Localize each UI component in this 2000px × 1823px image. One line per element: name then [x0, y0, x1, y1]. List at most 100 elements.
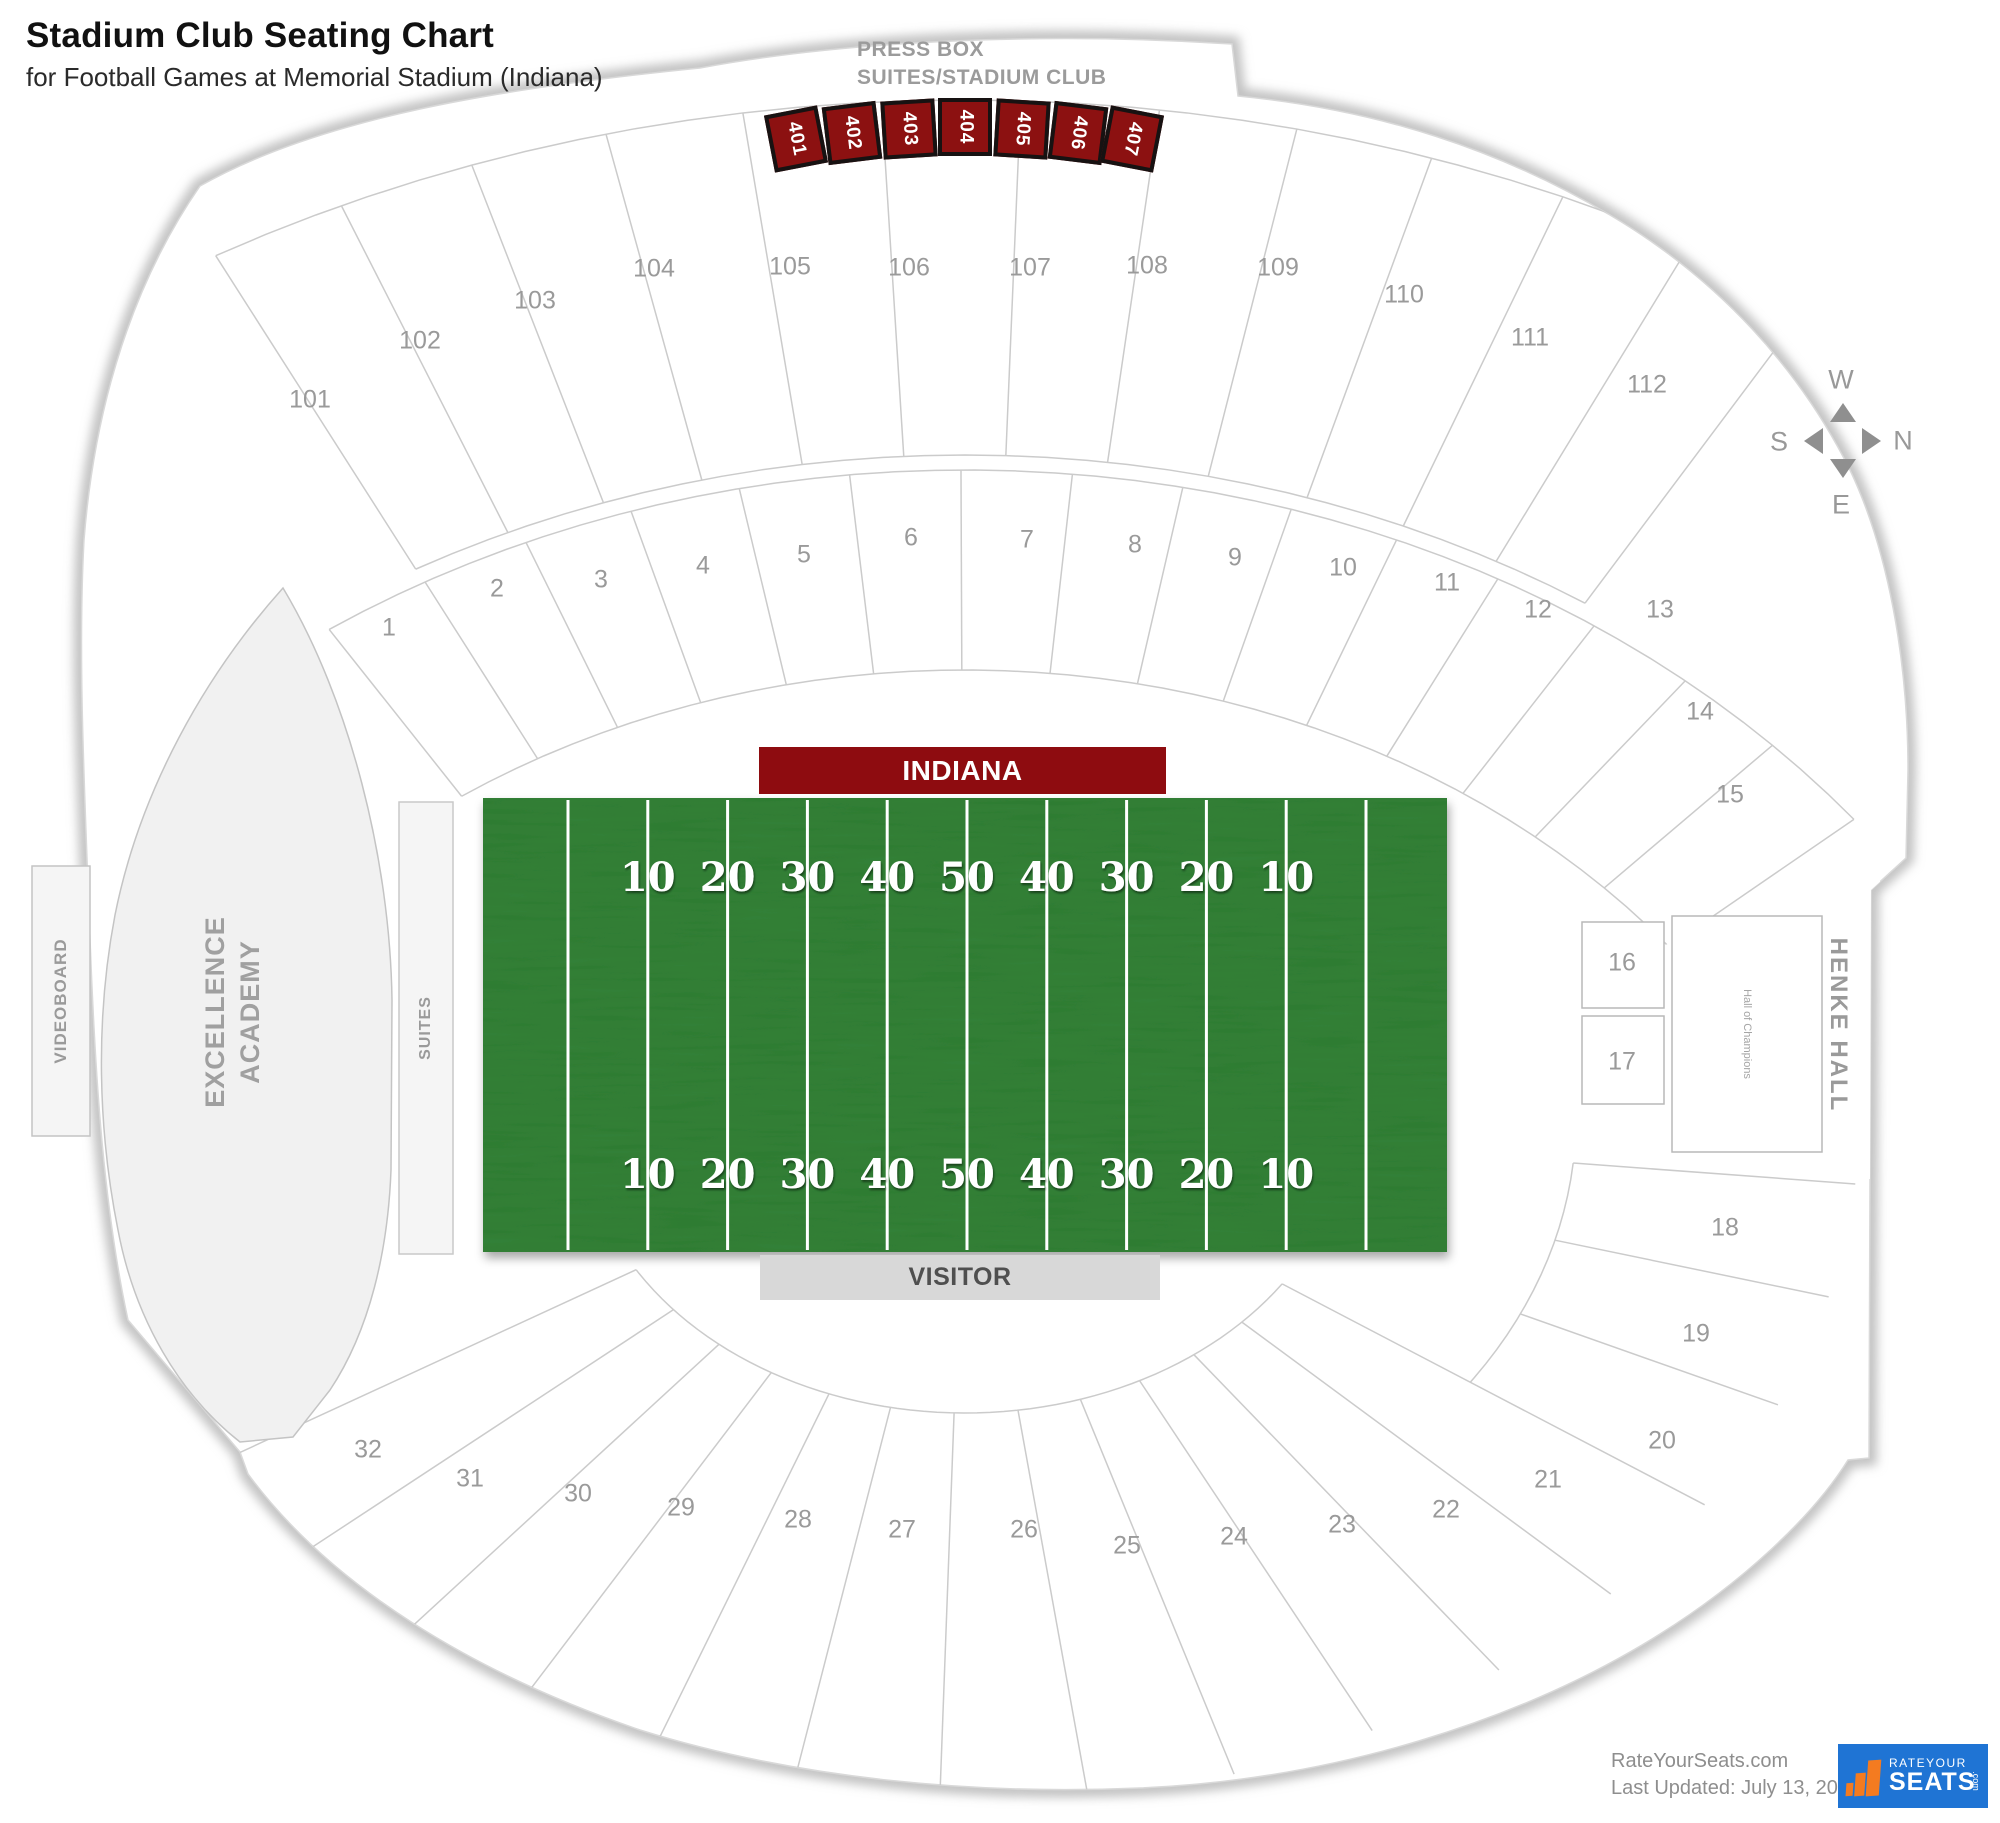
section-label-19[interactable]: 19 — [1682, 1319, 1710, 1348]
suite-404[interactable]: 404 — [938, 98, 992, 156]
section-label-20[interactable]: 20 — [1648, 1426, 1676, 1455]
henke-hall-label: HENKE HALL — [1825, 937, 1852, 1113]
yard-number: 40 — [859, 854, 915, 901]
section-label-31[interactable]: 31 — [456, 1464, 484, 1493]
page-subtitle: for Football Games at Memorial Stadium (… — [26, 62, 603, 92]
visitor-banner: VISITOR — [760, 1255, 1160, 1300]
section-label-106[interactable]: 106 — [888, 253, 930, 282]
section-label-11[interactable]: 11 — [1434, 568, 1460, 597]
section-label-7[interactable]: 7 — [1020, 525, 1034, 554]
section-label-17[interactable]: 17 — [1608, 1047, 1636, 1076]
page-title: Stadium Club Seating Chart — [26, 16, 495, 55]
suite-402-label: 402 — [839, 114, 866, 152]
section-label-29[interactable]: 29 — [667, 1493, 695, 1522]
section-label-102[interactable]: 102 — [399, 326, 441, 355]
section-label-5[interactable]: 5 — [797, 540, 811, 569]
videoboard-label: VIDEOBOARD — [51, 938, 70, 1064]
section-label-24[interactable]: 24 — [1220, 1522, 1248, 1551]
footer-updated: Last Updated: July 13, 2022 — [1611, 1777, 1861, 1799]
section-label-6[interactable]: 6 — [904, 523, 918, 552]
yard-numbers: 10 20 30 40 50 40 30 20 10 10 20 30 40 5… — [620, 854, 1314, 1198]
section-label-30[interactable]: 30 — [564, 1479, 592, 1508]
press-box-line2: SUITES/STADIUM CLUB — [857, 66, 1107, 89]
yard-number: 30 — [780, 854, 836, 901]
compass-west: W — [1828, 364, 1854, 395]
section-label-22[interactable]: 22 — [1432, 1495, 1460, 1524]
suite-403[interactable]: 403 — [880, 98, 938, 160]
section-label-111[interactable]: 111 — [1510, 323, 1550, 352]
home-team-banner: INDIANA — [759, 747, 1166, 794]
suite-401[interactable]: 401 — [763, 105, 829, 173]
press-box-label: PRESS BOX SUITES/STADIUM CLUB — [857, 36, 1106, 92]
yard-number: 30 — [1099, 1151, 1155, 1198]
section-label-8[interactable]: 8 — [1128, 530, 1142, 559]
section-label-25[interactable]: 25 — [1113, 1531, 1141, 1560]
logo-text-com: .com — [1971, 1771, 1982, 1791]
compass-north: N — [1893, 425, 1913, 456]
section-box-16[interactable] — [1581, 921, 1665, 1009]
yard-number: 40 — [859, 1151, 915, 1198]
section-label-28[interactable]: 28 — [784, 1505, 812, 1534]
suite-402[interactable]: 402 — [821, 100, 883, 166]
section-label-4[interactable]: 4 — [696, 551, 710, 580]
section-label-110[interactable]: 110 — [1384, 280, 1424, 309]
section-box-17[interactable] — [1581, 1015, 1665, 1105]
suites-strip[interactable] — [398, 801, 454, 1255]
section-label-15[interactable]: 15 — [1716, 780, 1744, 809]
logo-text: RATEYOUR SEATS — [1889, 1755, 1976, 1795]
yard-number: 10 — [620, 854, 676, 901]
excellence-academy-area[interactable] — [100, 586, 393, 1443]
yard-number: 20 — [700, 1151, 756, 1198]
section-label-103[interactable]: 103 — [514, 286, 556, 315]
suite-404-label: 404 — [954, 109, 976, 145]
section-label-108[interactable]: 108 — [1126, 251, 1168, 280]
videoboard-box — [31, 865, 91, 1137]
suite-406[interactable]: 406 — [1047, 100, 1109, 166]
section-label-21[interactable]: 21 — [1534, 1465, 1562, 1494]
section-label-2[interactable]: 2 — [490, 574, 504, 603]
section-label-104[interactable]: 104 — [633, 254, 675, 283]
section-label-109[interactable]: 109 — [1257, 253, 1299, 282]
section-dividers — [197, 99, 1856, 1790]
section-label-27[interactable]: 27 — [888, 1515, 916, 1544]
logo-text-top: RATEYOUR — [1889, 1755, 1967, 1770]
section-label-9[interactable]: 9 — [1228, 543, 1242, 572]
suite-407[interactable]: 407 — [1099, 105, 1165, 173]
section-label-105[interactable]: 105 — [769, 252, 811, 281]
rateyourseats-logo[interactable]: RATEYOUR SEATS .com — [1838, 1744, 1988, 1808]
yard-number: 50 — [939, 854, 995, 901]
section-label-26[interactable]: 26 — [1010, 1515, 1038, 1544]
section-label-16[interactable]: 16 — [1608, 948, 1636, 977]
yard-number: 40 — [1019, 1151, 1075, 1198]
yard-number: 10 — [1258, 854, 1314, 901]
yard-number: 30 — [780, 1151, 836, 1198]
section-label-18[interactable]: 18 — [1711, 1213, 1739, 1242]
section-label-12[interactable]: 12 — [1524, 595, 1552, 624]
compass-south: S — [1769, 426, 1789, 457]
section-label-3[interactable]: 3 — [594, 565, 608, 594]
section-label-112[interactable]: 112 — [1627, 370, 1667, 399]
excellence-academy-line2: ACADEMY — [235, 940, 265, 1084]
hall-of-champions-box[interactable] — [1671, 915, 1823, 1153]
suite-406-label: 406 — [1065, 114, 1092, 152]
section-label-10[interactable]: 10 — [1329, 553, 1357, 582]
section-label-14[interactable]: 14 — [1686, 697, 1714, 726]
suite-403-label: 403 — [897, 111, 922, 147]
excellence-academy-line1: EXCELLENCE — [200, 916, 230, 1108]
section-label-32[interactable]: 32 — [354, 1435, 382, 1464]
section-label-107[interactable]: 107 — [1009, 253, 1051, 282]
logo-bars-icon — [1845, 1756, 1882, 1797]
suite-405[interactable]: 405 — [993, 98, 1051, 160]
section-label-23[interactable]: 23 — [1328, 1510, 1356, 1539]
press-box-line1: PRESS BOX — [857, 38, 985, 61]
excellence-academy-label: EXCELLENCE ACADEMY — [198, 916, 268, 1108]
section-label-13[interactable]: 13 — [1646, 595, 1674, 624]
compass-east: E — [1831, 489, 1851, 520]
compass-arrow-up-icon — [1830, 403, 1856, 422]
yard-lines — [566, 800, 1368, 1250]
section-label-101[interactable]: 101 — [289, 385, 331, 414]
suite-405-label: 405 — [1010, 111, 1035, 147]
section-label-1[interactable]: 1 — [382, 613, 396, 642]
yard-number: 40 — [1019, 854, 1075, 901]
